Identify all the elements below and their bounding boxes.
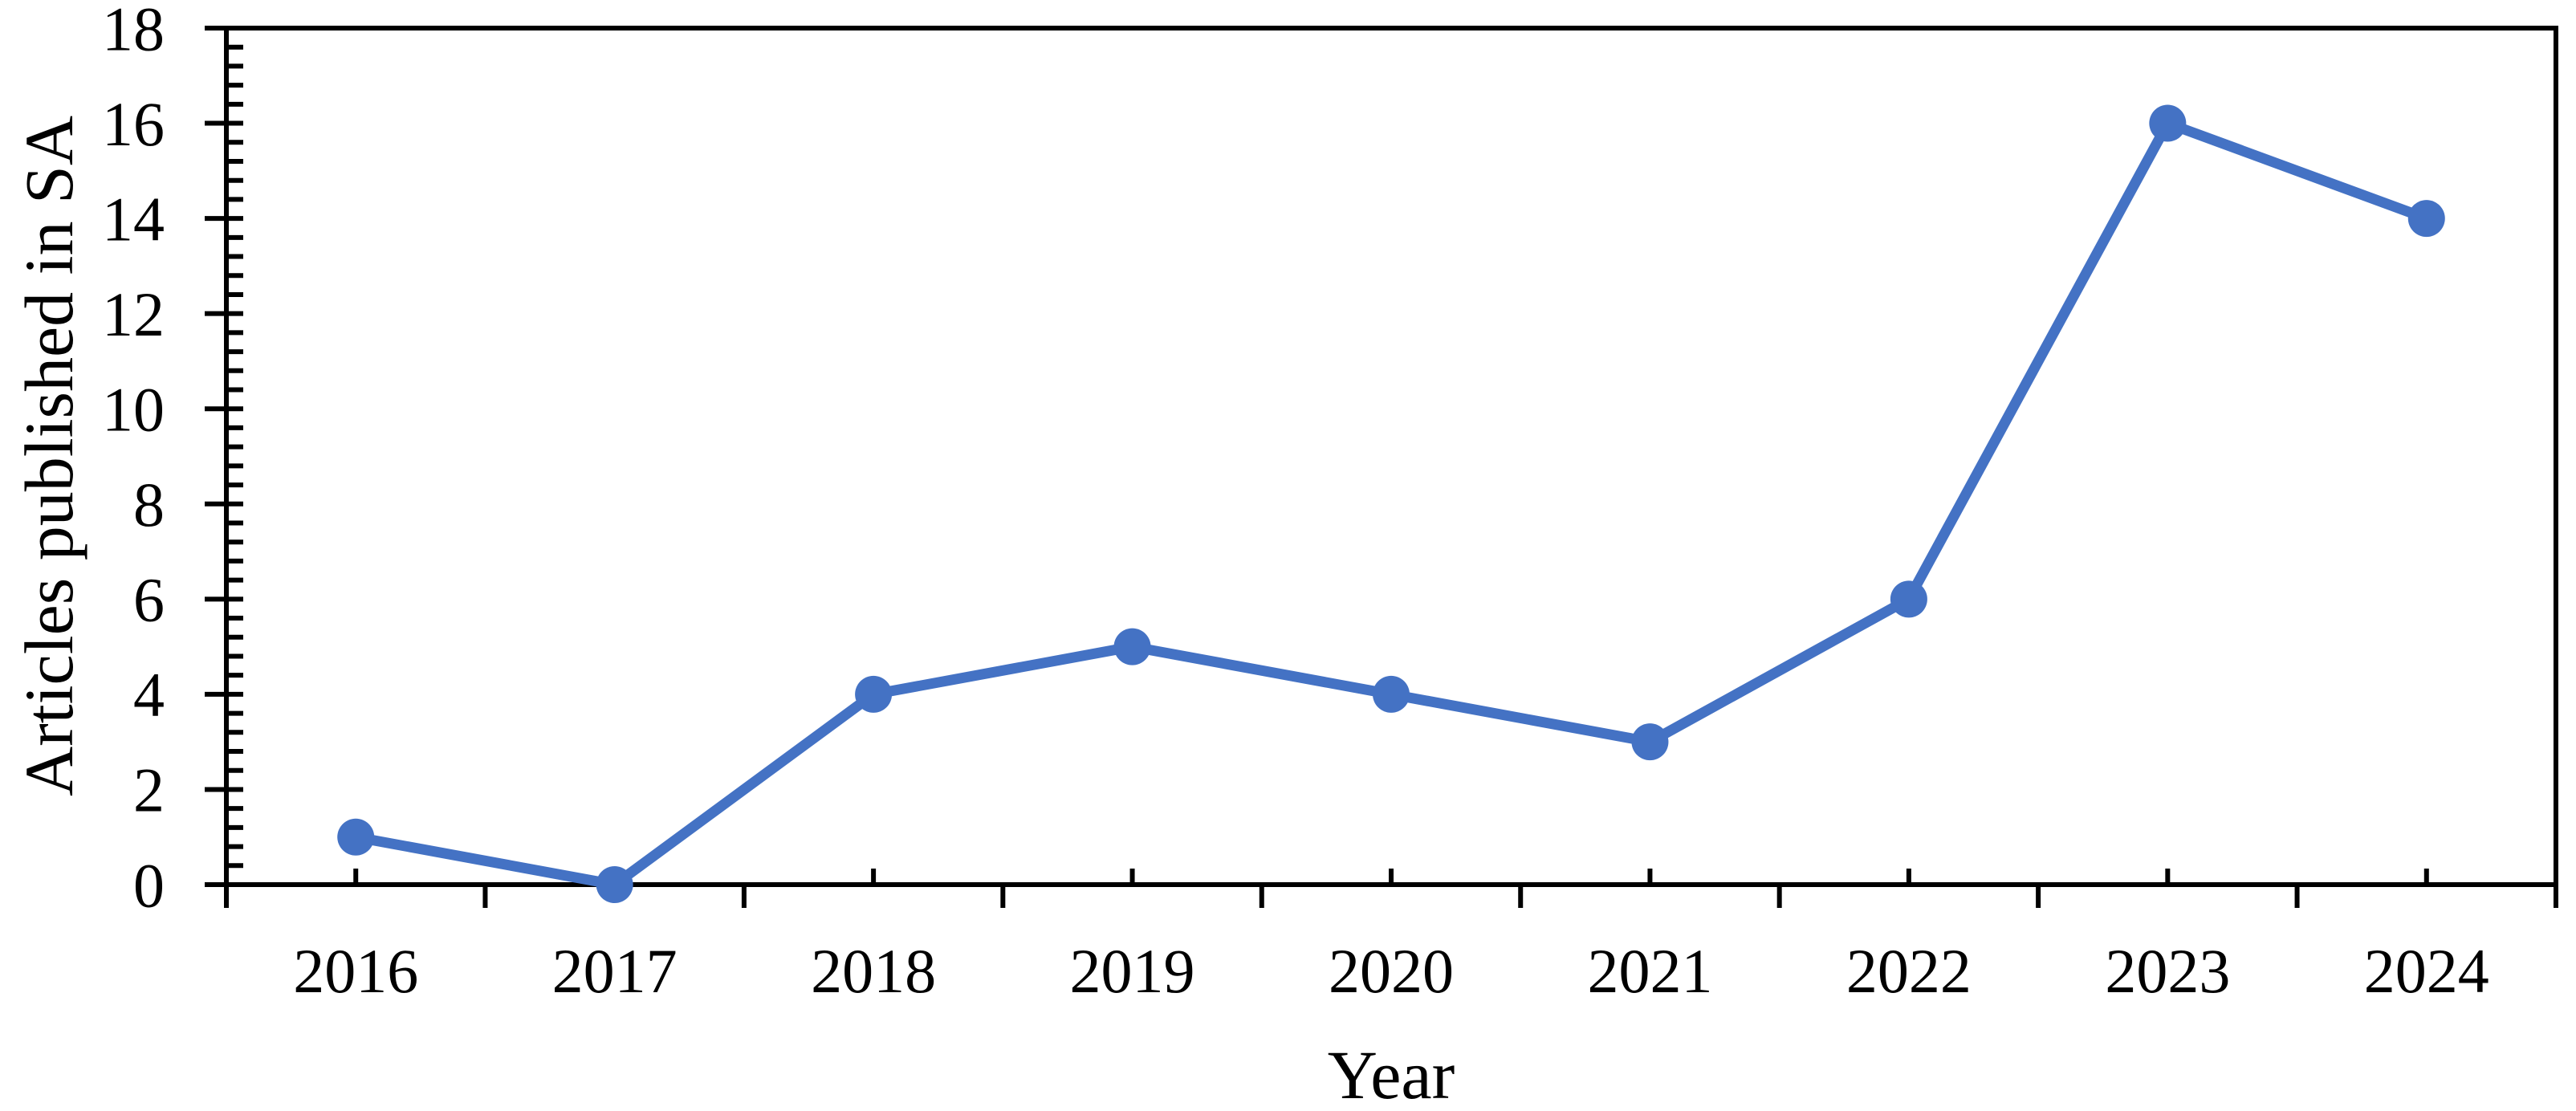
data-point-marker [1113, 628, 1151, 665]
y-tick-label: 2 [133, 755, 165, 825]
x-tick-label: 2016 [293, 936, 418, 1006]
y-tick-label: 8 [133, 470, 165, 539]
data-point-marker [1373, 675, 1410, 713]
x-axis-title: Year [1328, 1036, 1455, 1111]
y-tick-label: 0 [133, 850, 165, 920]
data-point-marker [1631, 723, 1669, 761]
data-point-marker [596, 866, 633, 903]
data-point-marker [2407, 200, 2445, 238]
y-tick-label: 12 [102, 279, 165, 349]
x-tick-label: 2021 [1587, 936, 1712, 1006]
y-axis-title: Articles published in SA [10, 116, 87, 796]
y-tick-label: 4 [133, 660, 165, 730]
data-point-marker [337, 818, 375, 856]
data-point-marker [2149, 104, 2187, 142]
y-tick-label: 18 [102, 0, 165, 63]
y-tick-label: 10 [102, 375, 165, 445]
x-tick-label: 2024 [2364, 936, 2489, 1006]
x-tick-label: 2022 [1846, 936, 1972, 1006]
plot-border [224, 26, 2558, 887]
series-line [350, 118, 2432, 890]
data-point-marker [855, 675, 893, 713]
x-tick-label: 2018 [811, 936, 936, 1006]
x-tick-label: 2019 [1070, 936, 1195, 1006]
x-tick-label: 2023 [2105, 936, 2230, 1006]
y-tick-label: 6 [133, 565, 165, 635]
data-point-marker [1890, 580, 1927, 618]
x-tick-label: 2020 [1329, 936, 1454, 1006]
y-tick-label: 14 [102, 184, 165, 254]
y-tick-label: 16 [102, 89, 165, 159]
x-tick-label: 2017 [552, 936, 678, 1006]
